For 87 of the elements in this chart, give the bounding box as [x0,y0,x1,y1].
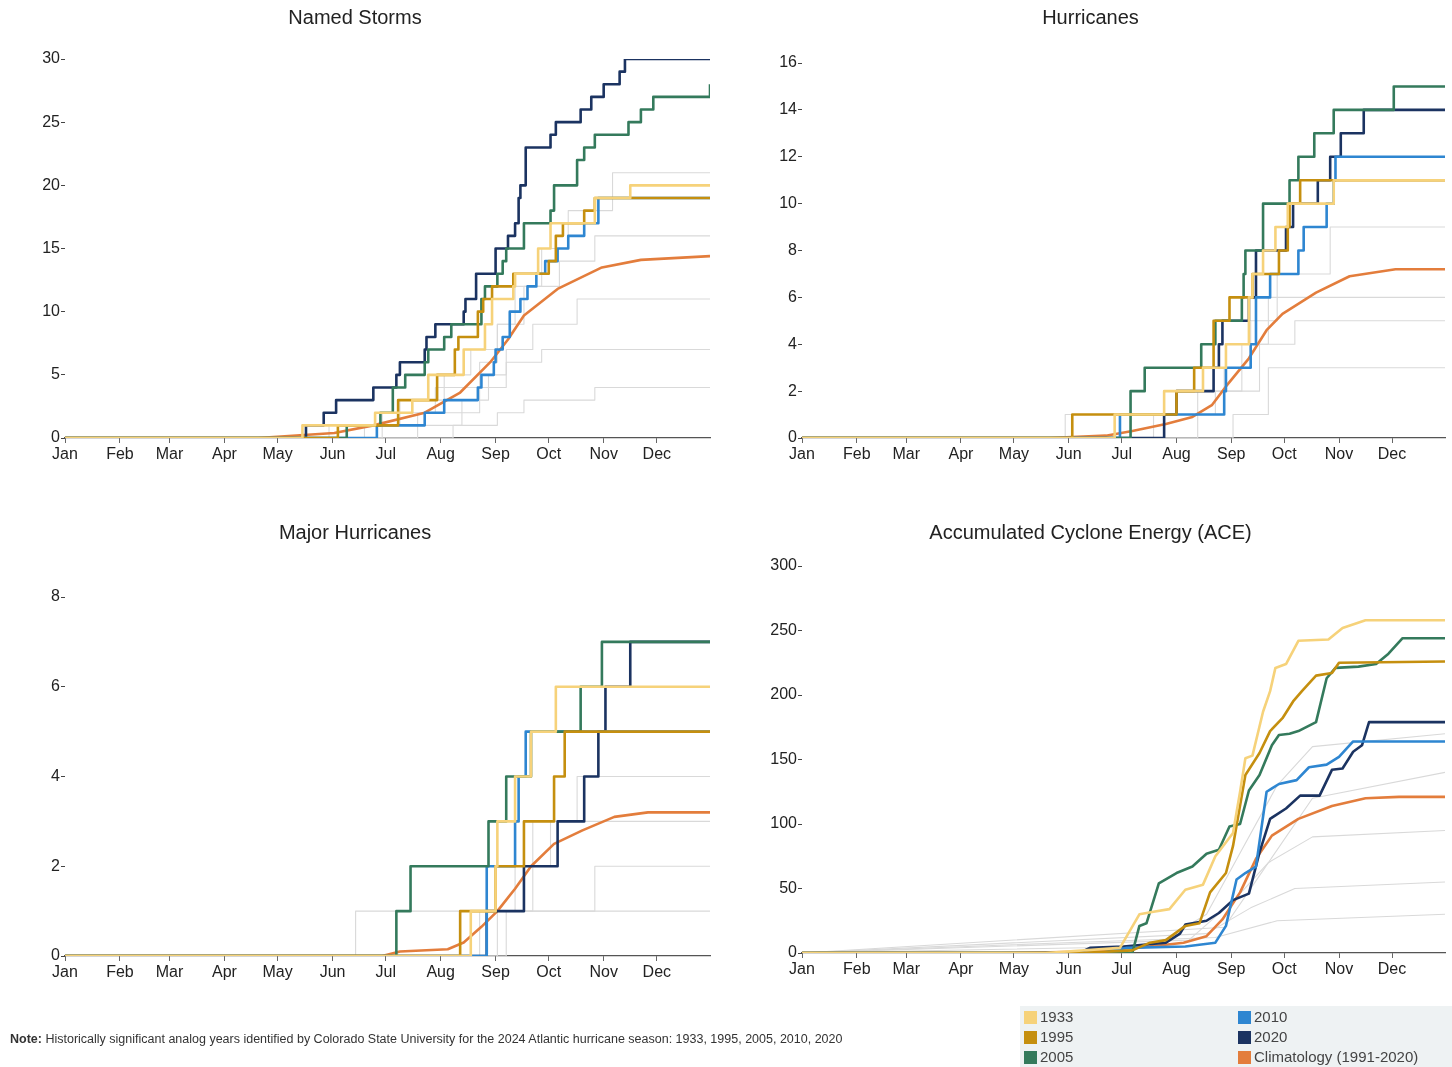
x-tick-label: Jan [52,963,78,981]
x-tick-label: Oct [536,445,562,463]
y-tick-label: 8 [51,587,61,605]
y-tick-label: 10 [779,194,798,212]
x-tick-label: Dec [1377,960,1407,978]
legend-label: 1995 [1040,1027,1074,1047]
x-tick-label: May [998,960,1030,978]
x-tick-label: Feb [842,445,871,463]
y-tick-label: 15 [42,238,61,256]
legend-label: Climatology (1991-2020) [1254,1047,1419,1067]
x-tick-label: Mar [155,963,184,981]
x-tick-label: Mar [155,445,184,463]
x-tick-label: May [262,963,293,981]
y-tick-label: 5 [51,365,61,383]
y-tick-label: 300 [770,556,798,574]
x-tick-label: Aug [426,963,455,981]
x-tick-label: Aug [426,445,455,463]
y-tick-label: 150 [770,749,798,767]
y-tick-label: 10 [42,302,61,320]
x-tick-label: Feb [106,445,134,463]
y-tick-label: 0 [51,428,61,446]
y-tick-label: 25 [42,112,61,130]
y-tick-label: 6 [51,677,61,695]
x-tick-label: Jan [52,445,78,463]
x-tick-label: Apr [212,963,238,981]
x-tick-label: Mar [892,960,921,978]
x-tick-label: Apr [948,445,975,463]
y-tick-label: 14 [779,100,798,118]
y-tick-label: 2 [788,381,798,399]
y-tick-label: 4 [51,766,61,784]
text: Note: Historically significant analog years identified by Colorado State University for the 2024 Atlantic hurricane season: 1933, 1995, 2005, 2010, 2020 [10,1032,843,1046]
x-tick-label: Aug [1162,960,1191,978]
x-tick-label: Sep [1217,445,1246,463]
y-tick-label: 20 [42,175,61,193]
chart-title: Major Hurricanes [278,520,432,543]
x-tick-label: Nov [1324,960,1354,978]
y-tick-label: 2 [51,856,61,874]
x-tick-label: May [262,445,293,463]
x-tick-label: Apr [212,445,238,463]
legend-label: 2020 [1254,1027,1288,1047]
x-tick-label: Mar [892,445,921,463]
x-tick-label: Jun [1055,445,1082,463]
y-tick-label: 0 [51,946,61,964]
y-tick-label: 8 [788,240,798,258]
x-tick-label: Jun [1055,960,1082,978]
y-tick-label: 250 [770,620,798,638]
x-tick-label: Sep [481,445,510,463]
x-tick-label: Jul [1111,960,1132,978]
x-tick-label: Sep [481,963,510,981]
x-tick-label: Apr [948,960,975,978]
x-tick-label: Jul [375,963,396,981]
x-tick-label: Nov [589,445,618,463]
legend-label: 2010 [1254,1007,1288,1027]
x-tick-label: Jan [789,960,815,978]
y-tick-label: 16 [779,53,798,71]
x-tick-label: Aug [1162,445,1191,463]
x-tick-label: Dec [1377,445,1407,463]
x-tick-label: Oct [536,963,562,981]
x-tick-label: Jul [375,445,396,463]
x-tick-label: Oct [1271,960,1298,978]
legend-label: 2005 [1040,1047,1074,1067]
y-tick-label: 6 [788,287,798,305]
y-tick-label: 0 [788,943,798,961]
x-tick-label: Jun [319,963,346,981]
legend-label: 1933 [1040,1007,1074,1027]
x-tick-label: Sep [1217,960,1246,978]
x-tick-label: Nov [589,963,618,981]
x-tick-label: Jun [319,445,346,463]
x-tick-label: Nov [1324,445,1354,463]
y-tick-label: 200 [770,685,798,703]
x-tick-label: Dec [642,963,672,981]
y-tick-label: 30 [42,49,61,67]
x-tick-label: May [998,445,1030,463]
chart-title: Named Storms [288,5,422,28]
x-tick-label: Jul [1111,445,1132,463]
y-tick-label: 50 [779,878,798,896]
x-tick-label: Feb [106,963,134,981]
chart-title: Hurricanes [1042,5,1139,28]
x-tick-label: Feb [842,960,871,978]
x-tick-label: Jan [789,445,815,463]
y-tick-label: 100 [770,814,798,832]
x-tick-label: Dec [642,445,672,463]
x-tick-label: Oct [1271,445,1298,463]
y-tick-label: 12 [779,147,798,165]
y-tick-label: 4 [788,334,798,352]
y-tick-label: 0 [788,428,798,446]
chart-title: Accumulated Cyclone Energy (ACE) [929,520,1252,543]
